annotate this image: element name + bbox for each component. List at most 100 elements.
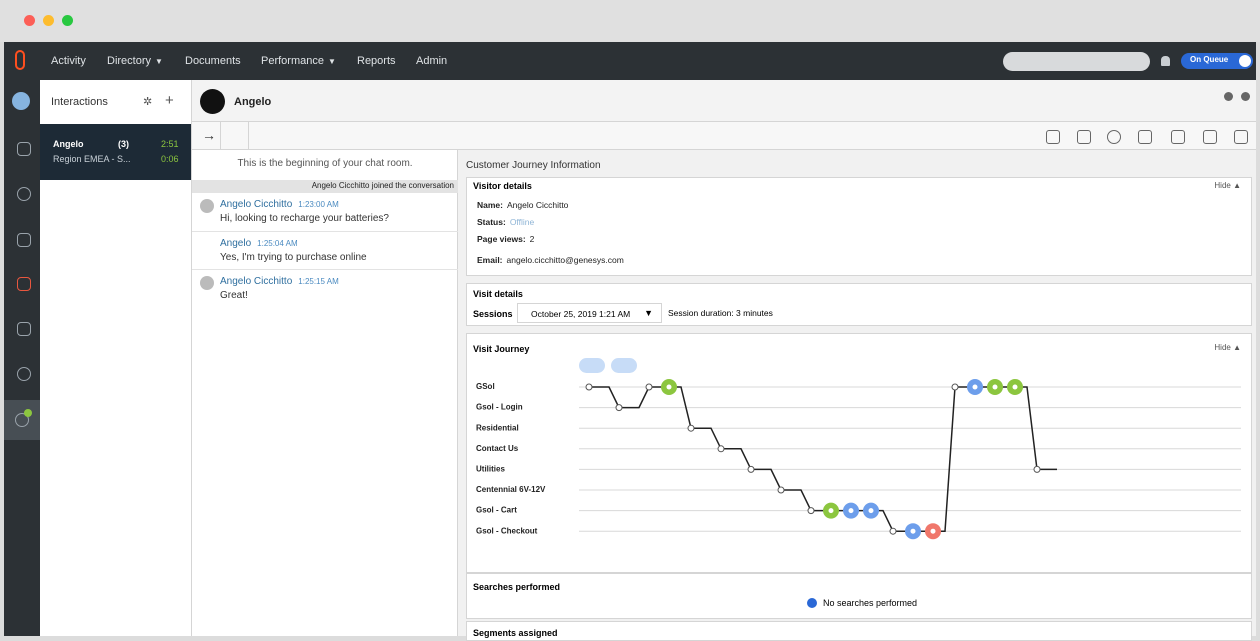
close-dot[interactable] (24, 15, 35, 26)
chat-start: This is the beginning of your chat room. (237, 158, 413, 169)
sidebar (4, 80, 40, 636)
nav-forward[interactable] (1241, 92, 1250, 101)
nav-item[interactable]: Admin (416, 55, 448, 67)
step-node (645, 383, 653, 391)
msg-avatar (200, 199, 214, 213)
empty-text: No searches performed (823, 598, 918, 608)
field-label: Email: (477, 255, 503, 265)
nav-item[interactable]: Reports (357, 55, 396, 67)
min-dot[interactable] (43, 15, 54, 26)
nav-item[interactable]: Performance (261, 55, 324, 67)
transfer-btn[interactable]: → (202, 127, 216, 143)
event-glyph (666, 384, 672, 390)
journey-icon (15, 413, 29, 427)
search-box[interactable] (1003, 52, 1150, 71)
field: Name: Angelo Cicchitto (477, 200, 568, 210)
divider (220, 122, 221, 150)
session-duration: Session duration: 3 minutes (668, 308, 773, 318)
page-label: Residential (476, 423, 519, 432)
field-value: 2 (529, 234, 535, 244)
page-label: Gsol - Cart (476, 506, 517, 515)
joined-bar: Angelo Cicchitto joined the conversation (192, 180, 458, 193)
status-text: On Queue (1190, 55, 1229, 64)
field: Email: angelo.cicchitto@genesys.com (477, 255, 624, 265)
browser-bar (0, 0, 1260, 42)
event-glyph (828, 508, 834, 514)
segments-section: Segments assigned (466, 621, 1252, 641)
tool-icon[interactable] (1046, 130, 1060, 144)
field-label: Page views: (477, 234, 526, 244)
status-toggle[interactable]: On Queue (1181, 53, 1253, 69)
tool-icon[interactable] (1203, 130, 1217, 144)
conversation-header: Angelo (192, 80, 1256, 122)
step-node (1033, 465, 1041, 473)
active-tab[interactable] (4, 400, 40, 440)
page-label: GSol (476, 382, 495, 391)
inbox-icon[interactable] (17, 322, 31, 336)
max-dot[interactable] (62, 15, 73, 26)
field: Page views: 2 (477, 234, 534, 244)
field-value: Offline (509, 217, 535, 227)
author: Angelo (220, 238, 252, 249)
nav-item[interactable]: Activity (51, 55, 86, 67)
divider (248, 122, 249, 150)
toolbar: → (192, 122, 1256, 150)
nav-item[interactable]: Documents (185, 55, 241, 67)
step-node (585, 383, 593, 391)
message: Angelo 1:25:04 AM Yes, I'm trying to purc… (192, 232, 458, 270)
nav-back[interactable] (1224, 92, 1233, 101)
nav-item[interactable]: Directory (107, 55, 152, 67)
chat-icon[interactable] (17, 187, 31, 201)
msg-time: 1:25:15 AM (298, 277, 339, 286)
info-icon (807, 598, 817, 608)
msg-author: Angelo Cicchitto 1:23:00 AM (220, 199, 339, 210)
section-heading: Segments assigned (473, 628, 558, 638)
bell[interactable] (1161, 56, 1170, 66)
journey-title: Customer Journey Information (466, 160, 601, 171)
event-glyph (848, 508, 854, 514)
card-time: 2:51 (161, 139, 179, 149)
author: Angelo Cicchitto (220, 199, 293, 210)
interaction-card[interactable]: Angelo (3) 2:51 Region EMEA - S... 0:06 (40, 124, 191, 180)
field-label: Status: (477, 217, 506, 227)
logo[interactable] (15, 50, 25, 70)
avatar[interactable] (12, 92, 30, 110)
journey-line (589, 386, 1057, 532)
visitor-section: Visitor details Hide ▲ Name: Angelo Cicch… (466, 177, 1252, 276)
caret: ▼ (328, 57, 336, 66)
session-value: October 25, 2019 1:21 AM (531, 309, 631, 319)
scroll-left[interactable] (579, 358, 605, 373)
tool-icon[interactable] (1077, 130, 1091, 144)
favorites-icon[interactable] (17, 142, 31, 156)
hide-btn[interactable]: Hide ▲ (1214, 343, 1241, 352)
session-select[interactable]: October 25, 2019 1:21 AM ▼ (517, 303, 662, 323)
tool-icon[interactable] (1107, 130, 1121, 144)
phone-icon[interactable] (17, 277, 31, 291)
step-node (807, 507, 815, 515)
tool-icon[interactable] (1138, 130, 1152, 144)
journey-chart: GSol Gsol - Login Residential Contact Us Uti… (476, 379, 1241, 540)
step-node (717, 445, 725, 453)
settings[interactable]: ✲ (143, 96, 153, 108)
section-heading: Visit details (473, 289, 523, 299)
message: Angelo Cicchitto 1:23:00 AM Hi, looking t… (192, 193, 458, 232)
add[interactable]: + (165, 92, 174, 109)
chat-avatar (200, 89, 225, 114)
hide-btn[interactable]: Hide ▲ (1214, 181, 1241, 190)
page-label: Centennial 6V-12V (476, 485, 546, 494)
field-value: Angelo Cicchitto (506, 200, 569, 210)
video-icon[interactable] (17, 233, 31, 247)
tool-icon[interactable] (1171, 130, 1185, 144)
event-glyph (930, 528, 936, 534)
scroll-right[interactable] (611, 358, 637, 373)
interactions-panel: Interactions ✲ + Angelo (3) 2:51 Region … (40, 80, 192, 636)
card-region: Region EMEA - S... (53, 154, 131, 164)
caret: ▼ (155, 57, 163, 66)
page-label: Contact Us (476, 444, 519, 453)
step-node (951, 383, 959, 391)
step-node (615, 404, 623, 412)
event-glyph (1012, 384, 1018, 390)
tool-icon[interactable] (1234, 130, 1248, 144)
support-icon[interactable] (17, 367, 31, 381)
